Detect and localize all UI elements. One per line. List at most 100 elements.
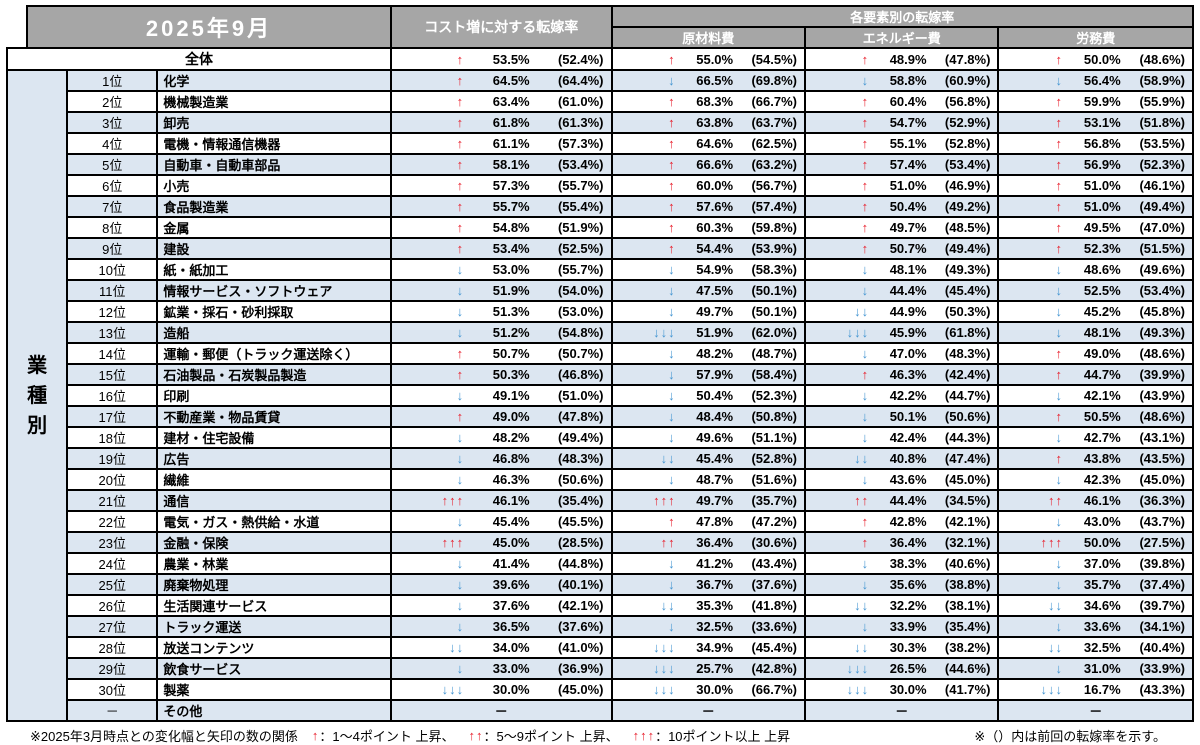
legend-text-3: ：10ポイント以上 上昇 [655, 729, 791, 744]
pass-through-value: ↓ 42.4% (44.3%) [807, 430, 996, 445]
previous-rate: (49.3%) [944, 262, 991, 277]
rank-cell: 4位 [66, 132, 159, 155]
no-data-dash: － [701, 704, 715, 719]
value-cell-raw-materials: ↓ 48.4% (50.8%) [610, 405, 806, 428]
value-cell-labor: ↓ 33.6% (34.1%) [997, 615, 1194, 638]
current-rate: 49.7% [696, 304, 734, 319]
pass-through-value: ↓ 39.6% (40.1%) [393, 577, 610, 592]
pass-through-value: ↓ 50.4% (52.3%) [614, 388, 803, 403]
rank-cell: 28位 [66, 636, 159, 659]
pass-through-value: ↑ 58.1% (53.4%) [393, 157, 610, 172]
previous-rate: (30.6%) [751, 535, 797, 550]
pass-through-value: ↑ 43.8% (43.5%) [1000, 451, 1191, 466]
pass-through-value: ↑ 53.5% (52.4%) [393, 51, 610, 67]
current-rate: 53.5% [492, 51, 530, 67]
current-rate: 50.3% [492, 367, 530, 382]
value-cell-cost: ↓ 46.8% (48.3%) [389, 447, 613, 470]
up-arrow-icon: ↑ [861, 115, 870, 130]
value-cell-energy: ↓↓ 40.8% (47.4%) [803, 447, 1000, 470]
up-arrow-icon: ↑ [1055, 241, 1063, 256]
legend-text-1: ：1～4ポイント 上昇、 [319, 729, 455, 744]
pass-through-value: ↓↓↓ 30.0% (41.7%) [807, 682, 996, 697]
industry-name-cell: 電気・ガス・熱供給・水道 [156, 510, 392, 533]
current-rate: 44.4% [889, 283, 927, 298]
up-arrow-icon: ↑ [668, 178, 676, 193]
pass-through-value: ↑ 60.0% (56.7%) [614, 178, 803, 193]
current-rate: 57.3% [492, 178, 530, 193]
previous-rate: (45.0%) [944, 472, 991, 487]
value-cell-energy: － [803, 699, 1000, 722]
previous-rate: (43.9%) [1139, 388, 1185, 403]
industry-name-cell: 建材・住宅設備 [156, 426, 392, 449]
current-rate: 36.4% [696, 535, 734, 550]
pass-through-value: ↓ 38.3% (40.6%) [807, 556, 996, 571]
pass-through-value: ↑ 61.1% (57.3%) [393, 136, 610, 151]
previous-rate: (48.7%) [751, 346, 797, 361]
previous-rate: (39.9%) [1139, 367, 1185, 382]
down-arrow-icon: ↓↓ [854, 304, 870, 319]
value-cell-labor: ↓ 37.0% (39.8%) [997, 552, 1194, 575]
rank-cell: 25位 [66, 573, 159, 596]
up-arrow-icon: ↑ [668, 241, 676, 256]
overall-raw-materials-cell: ↑ 55.0% (54.5%) [610, 47, 806, 71]
pass-through-value: ↑ 46.3% (42.4%) [807, 367, 996, 382]
value-cell-cost: ↑ 53.4% (52.5%) [389, 237, 613, 260]
current-rate: 42.2% [889, 388, 927, 403]
industry-name-cell: 卸売 [156, 111, 392, 134]
current-rate: 47.8% [696, 514, 734, 529]
column-header-energy: エネルギー費 [803, 26, 1000, 49]
value-cell-energy: ↓↓↓ 26.5% (44.6%) [803, 657, 1000, 680]
up-arrow-icon: ↑ [668, 115, 676, 130]
pass-through-value: ↓ 33.9% (35.4%) [807, 619, 996, 634]
down-arrow-icon: ↓ [668, 262, 676, 277]
value-cell-cost: ↓ 33.0% (36.9%) [389, 657, 613, 680]
value-cell-raw-materials: ↓ 49.7% (50.1%) [610, 300, 806, 323]
value-cell-labor: ↑ 49.0% (48.6%) [997, 342, 1194, 365]
pass-through-value: ↑ 56.8% (53.5%) [1000, 136, 1191, 151]
rank-cell: 30位 [66, 678, 159, 701]
pass-through-value: ↑ 59.9% (55.9%) [1000, 94, 1191, 109]
pass-through-value: ↑↑↑ 46.1% (35.4%) [393, 493, 610, 508]
down-arrow-icon: ↓ [456, 283, 465, 298]
previous-rate: (44.8%) [557, 556, 604, 571]
current-rate: 34.9% [696, 640, 734, 655]
overall-energy-cell: ↑ 48.9% (47.8%) [803, 47, 1000, 71]
up-arrow-icon: ↑ [1055, 157, 1063, 172]
pass-through-value: ↑ 53.1% (51.8%) [1000, 115, 1191, 130]
previous-rate: (50.8%) [751, 409, 797, 424]
pass-through-value: ↑ 57.6% (57.4%) [614, 199, 803, 214]
previous-rate: (43.4%) [751, 556, 797, 571]
value-cell-energy: ↓↓ 32.2% (38.1%) [803, 594, 1000, 617]
up-arrow-icon: ↑ [861, 241, 870, 256]
previous-rate: (42.1%) [557, 598, 604, 613]
rank-cell: 24位 [66, 552, 159, 575]
value-cell-cost: ↓↓ 34.0% (41.0%) [389, 636, 613, 659]
previous-rate: (41.7%) [944, 682, 991, 697]
pass-through-value: ↓ 49.1% (51.0%) [393, 388, 610, 403]
previous-rate: (52.3%) [751, 388, 797, 403]
previous-rate: (62.0%) [751, 325, 797, 340]
current-rate: 32.5% [1083, 640, 1121, 655]
value-cell-labor: ↓ 52.5% (53.4%) [997, 279, 1194, 302]
table-row: 23位 金融・保険 ↑↑↑ 45.0% (28.5%) ↑↑ 36.4% (30.6%)… [7, 531, 1194, 554]
up-arrow-icon: ↑ [456, 115, 465, 130]
industry-name-cell: 情報サービス・ソフトウェア [156, 279, 392, 302]
current-rate: 46.1% [492, 493, 530, 508]
current-rate: 42.4% [889, 430, 927, 445]
up-arrow-icon: ↑ [456, 241, 465, 256]
current-rate: 50.5% [1083, 409, 1121, 424]
table-row: 30位 製薬 ↓↓↓ 30.0% (45.0%) ↓↓↓ 30.0% (66.7%) ↓… [7, 678, 1194, 701]
pass-through-value: ↑ 47.8% (47.2%) [614, 514, 803, 529]
current-rate: 49.5% [1083, 220, 1121, 235]
current-rate: 48.6% [1083, 262, 1121, 277]
down-arrow-icon: ↓↓↓ [846, 661, 870, 676]
current-rate: 50.4% [696, 388, 734, 403]
down-arrow-icon: ↓ [456, 388, 465, 403]
previous-rate: (62.5%) [751, 136, 797, 151]
previous-rate: (36.9%) [557, 661, 604, 676]
current-rate: 49.6% [696, 430, 734, 445]
industry-name-cell: 繊維 [156, 468, 392, 491]
value-cell-labor: ↑ 51.0% (49.4%) [997, 195, 1194, 218]
value-cell-energy: ↓ 42.2% (44.7%) [803, 384, 1000, 407]
down-arrow-icon: ↓↓↓ [846, 682, 870, 697]
